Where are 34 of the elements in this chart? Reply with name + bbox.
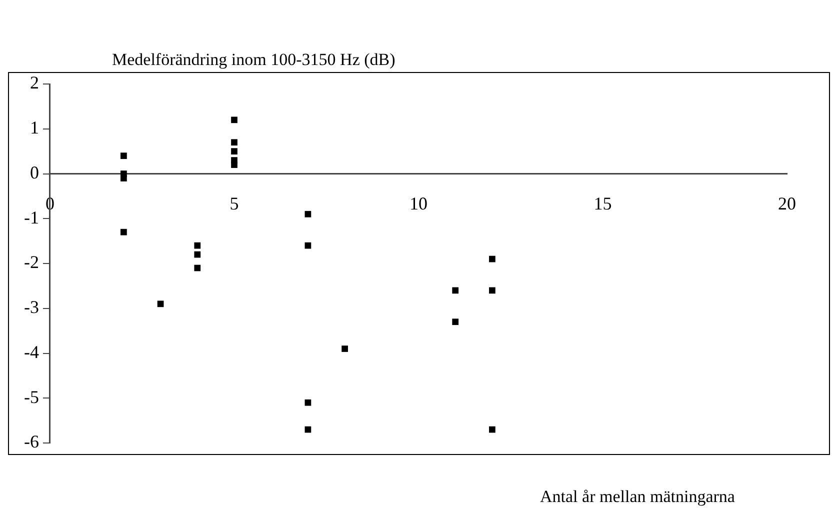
point — [304, 210, 312, 218]
point — [231, 162, 238, 168]
point — [120, 152, 127, 159]
point — [231, 139, 238, 146]
x-tick-label: 15 — [594, 193, 612, 214]
x-tick-label: 10 — [409, 193, 428, 214]
x-tick-label: 20 — [778, 193, 796, 214]
y-tick-label: -1 — [24, 207, 39, 228]
x-axis-title: Antal år mellan mätningarna — [540, 487, 735, 507]
y-tick-label: -3 — [24, 297, 39, 318]
point — [489, 287, 496, 294]
point — [342, 346, 348, 352]
point — [194, 264, 201, 272]
point — [120, 228, 127, 236]
chart-title: Medelförändring inom 100-3150 Hz (dB) — [112, 50, 396, 70]
point — [452, 287, 459, 294]
point — [231, 148, 238, 154]
y-tick-label: -6 — [24, 432, 39, 452]
y-tick-label: 1 — [30, 118, 39, 138]
point — [157, 300, 164, 308]
point — [231, 116, 238, 124]
y-tick-label: 0 — [30, 162, 39, 182]
x-tick-label: 5 — [230, 193, 239, 214]
point — [489, 256, 496, 262]
point — [489, 426, 496, 433]
point — [452, 318, 459, 326]
point — [120, 175, 127, 182]
y-tick-label: 2 — [30, 72, 39, 93]
point — [194, 242, 201, 249]
y-tick-label: -2 — [24, 252, 39, 272]
point — [304, 399, 312, 406]
point — [194, 251, 201, 258]
y-tick-label: -4 — [24, 342, 39, 362]
y-tick-label: -5 — [24, 386, 39, 407]
